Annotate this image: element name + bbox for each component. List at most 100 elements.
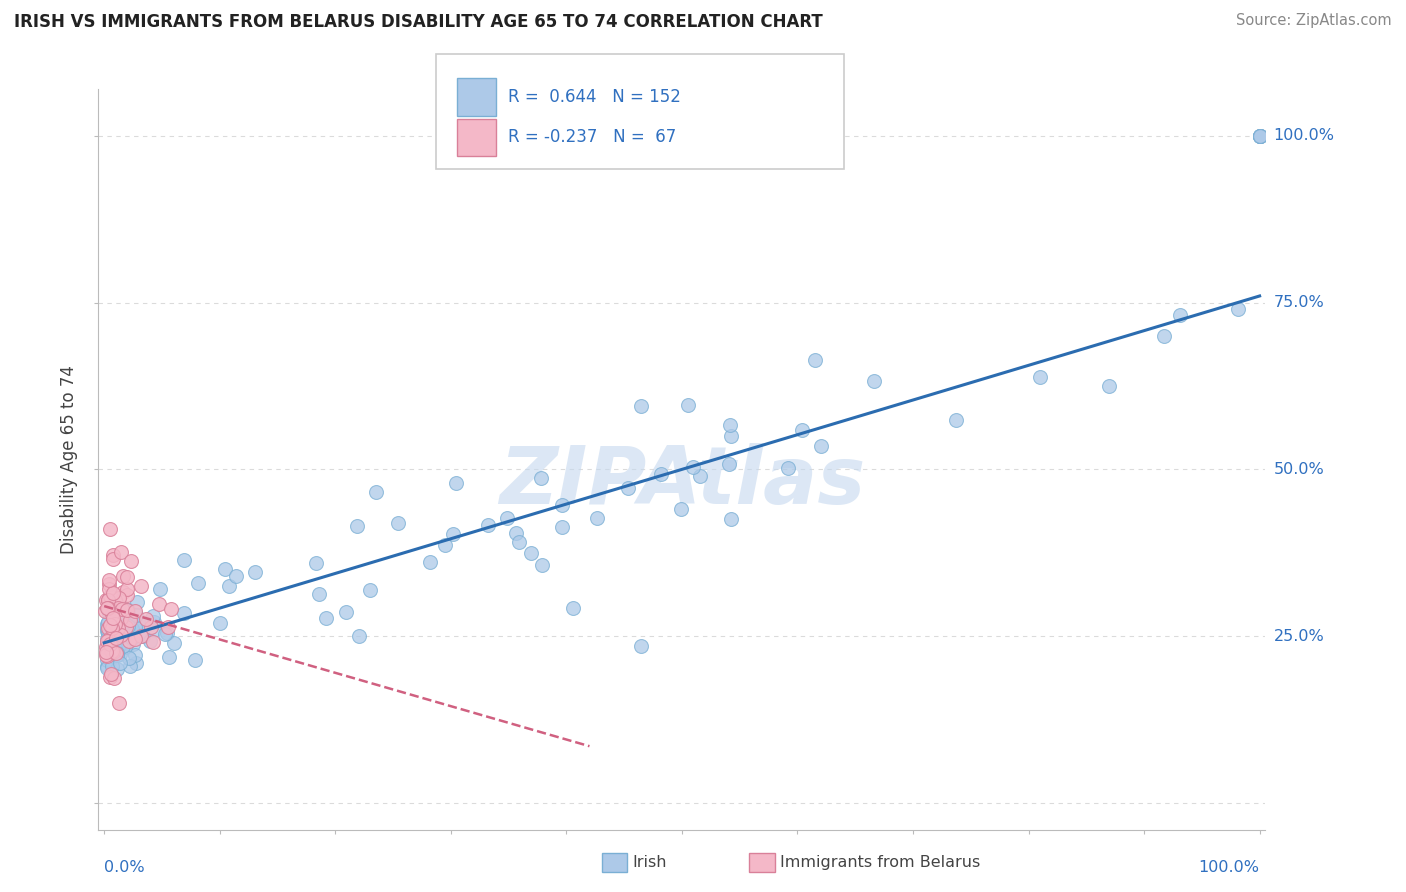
Point	[551, 520, 574, 534]
Point	[103, 624, 125, 638]
Point	[118, 651, 141, 665]
Point	[111, 640, 134, 654]
Point	[720, 429, 742, 443]
Point	[550, 498, 572, 512]
Point	[115, 588, 138, 602]
Point	[110, 628, 132, 642]
Point	[142, 635, 165, 649]
Point	[101, 548, 124, 562]
Point	[1226, 301, 1249, 316]
Point	[97, 573, 120, 587]
Point	[138, 634, 160, 648]
Point	[139, 620, 162, 634]
Point	[103, 671, 125, 685]
Point	[1249, 128, 1271, 143]
Point	[125, 657, 148, 671]
Point	[159, 602, 181, 616]
Point	[100, 621, 122, 635]
Point	[105, 648, 128, 662]
Point	[96, 601, 118, 615]
Point	[630, 640, 652, 654]
Point	[214, 562, 236, 576]
Point	[104, 641, 127, 656]
Point	[124, 648, 146, 662]
Point	[224, 568, 246, 582]
Point	[103, 611, 125, 625]
Point	[107, 610, 129, 624]
Point	[444, 476, 467, 491]
Point	[105, 633, 128, 648]
Point	[107, 640, 129, 654]
Point	[98, 522, 121, 536]
Text: IRISH VS IMMIGRANTS FROM BELARUS DISABILITY AGE 65 TO 74 CORRELATION CHART: IRISH VS IMMIGRANTS FROM BELARUS DISABIL…	[14, 13, 823, 31]
Point	[804, 352, 827, 367]
Point	[366, 484, 388, 499]
Point	[315, 611, 337, 625]
Point	[156, 620, 179, 634]
Point	[115, 582, 138, 597]
Point	[720, 512, 742, 526]
Point	[100, 670, 122, 684]
Point	[110, 544, 132, 558]
Point	[97, 626, 120, 640]
Point	[96, 638, 118, 652]
Point	[531, 558, 554, 572]
Point	[104, 646, 127, 660]
Point	[131, 615, 153, 630]
Point	[117, 619, 139, 633]
Point	[419, 555, 441, 569]
Point	[630, 399, 652, 413]
Point	[103, 615, 125, 630]
Point	[124, 620, 146, 634]
Point	[97, 635, 120, 649]
Point	[349, 629, 371, 643]
Point	[111, 569, 134, 583]
Point	[508, 534, 530, 549]
Point	[114, 640, 136, 654]
Point	[97, 593, 120, 607]
Point	[124, 608, 146, 623]
Point	[132, 629, 155, 643]
Text: R = -0.237   N =  67: R = -0.237 N = 67	[508, 128, 676, 146]
Text: 50.0%: 50.0%	[1274, 462, 1324, 477]
Point	[124, 604, 146, 618]
Point	[121, 631, 143, 645]
Point	[155, 625, 177, 640]
Point	[689, 469, 711, 483]
Point	[97, 577, 120, 591]
Point	[105, 624, 128, 639]
Point	[105, 629, 128, 643]
Point	[97, 632, 120, 647]
Point	[115, 570, 138, 584]
Text: 25.0%: 25.0%	[1274, 629, 1324, 644]
Point	[100, 644, 122, 658]
Point	[110, 602, 132, 616]
Point	[122, 637, 145, 651]
Point	[118, 659, 141, 673]
Point	[96, 616, 118, 631]
Point	[105, 643, 128, 657]
Text: R =  0.644   N = 152: R = 0.644 N = 152	[508, 88, 681, 106]
Point	[96, 645, 118, 659]
Point	[108, 637, 131, 651]
Point	[142, 608, 165, 623]
Point	[96, 659, 118, 673]
Point	[96, 649, 118, 664]
Point	[790, 423, 813, 437]
Point	[810, 439, 832, 453]
Point	[650, 467, 672, 481]
Point	[98, 636, 121, 650]
Point	[718, 458, 741, 472]
Point	[530, 470, 553, 484]
Text: 100.0%: 100.0%	[1199, 860, 1260, 875]
Point	[94, 603, 117, 617]
Point	[669, 501, 692, 516]
Y-axis label: Disability Age 65 to 74: Disability Age 65 to 74	[60, 365, 79, 554]
Point	[173, 552, 195, 566]
Point	[101, 625, 124, 640]
Point	[110, 611, 132, 625]
Point	[1249, 128, 1271, 143]
Point	[346, 518, 368, 533]
Point	[96, 647, 118, 661]
Point	[243, 565, 266, 579]
